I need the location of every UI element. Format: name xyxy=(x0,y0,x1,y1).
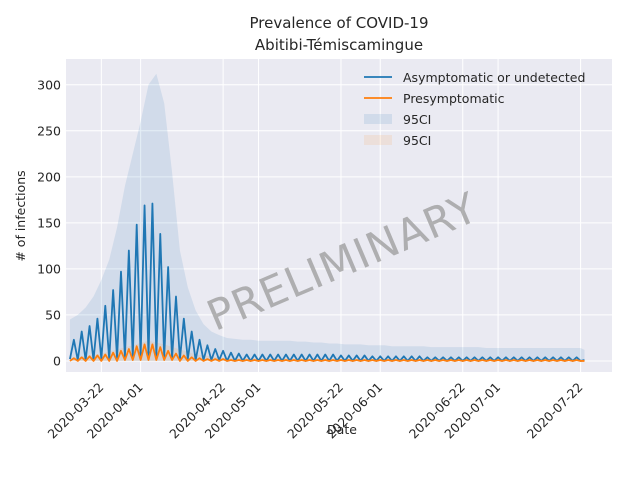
series-line xyxy=(69,343,585,362)
series-line xyxy=(69,202,585,362)
y-tick-label: 50 xyxy=(45,307,61,322)
x-axis-label: Date xyxy=(327,422,357,437)
x-tick-label: 2020-07-22 xyxy=(524,380,586,442)
y-tick-label: 150 xyxy=(37,215,61,230)
legend-label-ci-presymptomatic: 95CI xyxy=(403,133,431,148)
legend-label-ci-asymptomatic: 95CI xyxy=(403,112,431,127)
chart-subtitle: Abitibi-Témiscamingue xyxy=(255,36,423,54)
y-axis-label: # of infections xyxy=(13,170,28,261)
y-tick-label: 250 xyxy=(37,123,61,138)
legend-label-presymptomatic: Presymptomatic xyxy=(403,91,505,106)
grid xyxy=(66,59,612,372)
confidence-bands xyxy=(69,73,585,361)
legend-swatch-ci-asymptomatic xyxy=(364,114,392,124)
ci-band xyxy=(69,73,585,361)
legend: Asymptomatic or undetected Presymptomati… xyxy=(364,70,585,148)
legend-swatch-ci-presymptomatic xyxy=(364,135,392,145)
chart-title: Prevalence of COVID-19 xyxy=(249,14,428,32)
y-tick-label: 100 xyxy=(37,261,61,276)
y-tick-label: 200 xyxy=(37,169,61,184)
y-tick-label: 300 xyxy=(37,77,61,92)
legend-label-asymptomatic: Asymptomatic or undetected xyxy=(403,70,585,85)
y-tick-label: 0 xyxy=(53,353,61,368)
y-tick-labels: 0 50 100 150 200 250 300 xyxy=(37,77,61,368)
ci-band xyxy=(69,340,585,361)
series-lines xyxy=(69,202,585,362)
